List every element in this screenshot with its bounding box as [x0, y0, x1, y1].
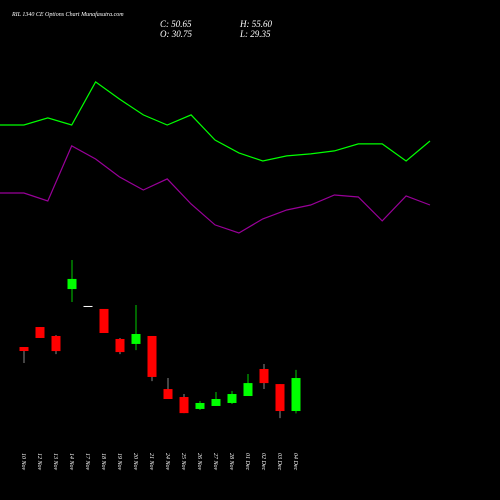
candle-body	[211, 399, 221, 406]
x-tick-label: 21 Nov	[148, 453, 154, 471]
x-tick-label: 19 Nov	[116, 453, 122, 471]
x-tick-label: 10 Nov	[20, 453, 26, 471]
candle-body	[51, 335, 61, 352]
x-tick-label: 03 Dec	[276, 453, 282, 470]
candle-body	[67, 278, 77, 290]
x-tick-label: 02 Dec	[260, 453, 266, 470]
x-tick-label: 13 Nov	[52, 453, 58, 471]
candle-body	[259, 368, 269, 384]
x-tick-label: 18 Nov	[100, 453, 106, 471]
candle-body	[163, 389, 173, 400]
x-tick-label: 14 Nov	[68, 453, 75, 471]
candle-body	[195, 402, 205, 409]
low-info: L: 29.35	[239, 29, 271, 39]
candle-body	[99, 308, 109, 334]
close-info: C: 50.65	[160, 19, 192, 29]
indicator-line	[0, 81, 431, 162]
candle-body	[19, 347, 29, 352]
x-tick-label: 04 Dec	[292, 453, 299, 470]
candle-body	[83, 305, 93, 307]
candle-body	[227, 394, 237, 403]
candle-body	[35, 327, 45, 338]
x-tick-label: 17 Nov	[84, 453, 90, 471]
chart-title: RIL 1340 CE Options Chart Munafasutra.co…	[11, 11, 124, 18]
x-tick-label: 26 Nov	[196, 453, 202, 471]
high-info: H: 55.60	[239, 19, 272, 29]
x-tick-label: 24 Nov	[164, 453, 171, 471]
candle-body	[291, 378, 301, 412]
candle-body	[179, 397, 189, 414]
candle-body	[147, 335, 157, 377]
candle-body	[115, 338, 125, 353]
x-tick-label: 28 Nov	[228, 453, 234, 471]
x-tick-label: 01 Dec	[244, 453, 250, 470]
indicator-line	[0, 145, 431, 234]
x-tick-label: 25 Nov	[180, 453, 186, 471]
candle-body	[131, 333, 141, 344]
candle-body	[243, 383, 253, 397]
x-tick-label: 27 Nov	[212, 453, 218, 471]
open-info: O: 30.75	[160, 29, 192, 39]
candle-body	[275, 384, 285, 412]
x-tick-label: 12 Nov	[36, 453, 42, 471]
x-tick-label: 20 Nov	[132, 453, 138, 471]
